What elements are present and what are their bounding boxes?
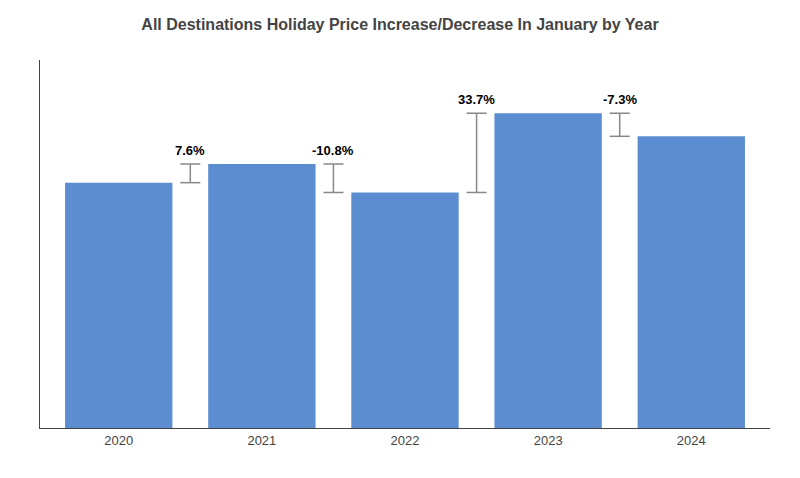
svg-text:2022: 2022 [391, 433, 420, 448]
svg-text:2023: 2023 [534, 433, 563, 448]
svg-text:2021: 2021 [247, 433, 276, 448]
svg-text:-7.3%: -7.3% [603, 92, 637, 107]
svg-text:2020: 2020 [104, 433, 133, 448]
svg-text:2024: 2024 [677, 433, 706, 448]
svg-text:33.7%: 33.7% [458, 92, 495, 107]
svg-text:7.6%: 7.6% [175, 143, 205, 158]
svg-text:All Destinations Holiday Price: All Destinations Holiday Price Increase/… [141, 16, 658, 33]
svg-text:-10.8%: -10.8% [312, 143, 354, 158]
